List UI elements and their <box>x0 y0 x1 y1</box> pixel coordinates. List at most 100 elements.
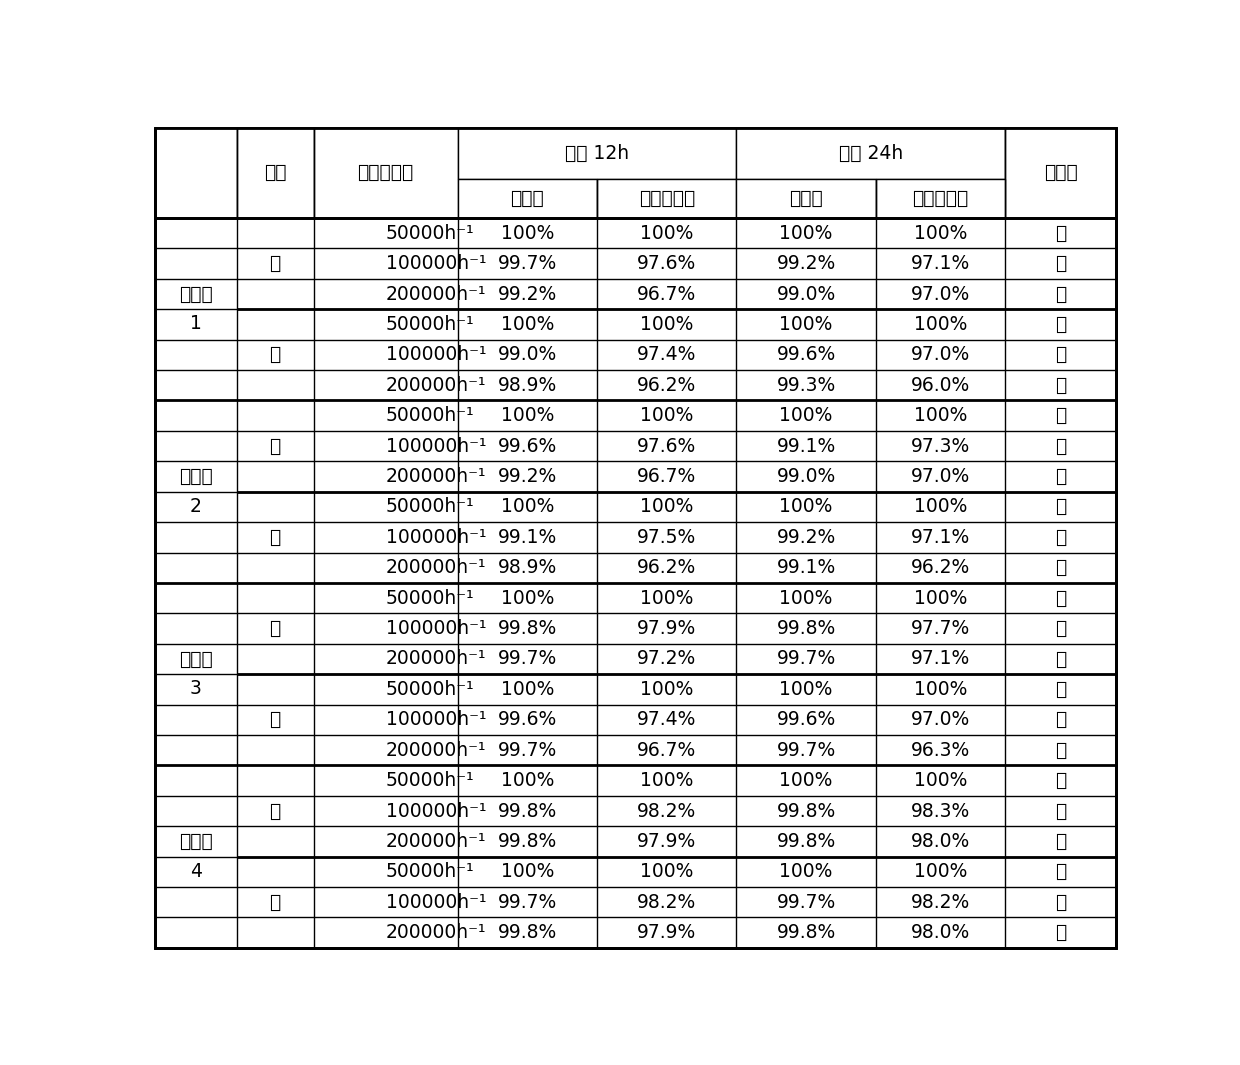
Text: 99.6%: 99.6% <box>497 710 557 730</box>
Text: 99.7%: 99.7% <box>497 650 557 669</box>
Text: 98.9%: 98.9% <box>497 558 557 577</box>
Text: 99.8%: 99.8% <box>776 619 836 638</box>
Text: 96.7%: 96.7% <box>637 740 697 759</box>
Text: 好: 好 <box>1055 832 1066 851</box>
Text: 50000h⁻¹: 50000h⁻¹ <box>386 406 474 425</box>
Text: 实施例: 实施例 <box>179 468 213 487</box>
Text: 好: 好 <box>1055 650 1066 669</box>
Text: 98.2%: 98.2% <box>637 892 697 912</box>
Text: 96.2%: 96.2% <box>911 558 970 577</box>
Text: 96.3%: 96.3% <box>911 740 970 759</box>
Text: 97.0%: 97.0% <box>911 284 970 304</box>
Text: 100%: 100% <box>501 679 554 699</box>
Bar <box>1006 128 1116 218</box>
Text: 99.6%: 99.6% <box>776 345 836 364</box>
Text: 99.3%: 99.3% <box>776 376 836 395</box>
Text: 50000h⁻¹: 50000h⁻¹ <box>386 315 474 334</box>
Text: 有: 有 <box>269 619 280 638</box>
Text: 100%: 100% <box>780 497 833 517</box>
Bar <box>596 179 737 218</box>
Text: 97.4%: 97.4% <box>637 345 697 364</box>
Text: 100000h⁻¹: 100000h⁻¹ <box>386 710 486 730</box>
Text: 50000h⁻¹: 50000h⁻¹ <box>386 589 474 608</box>
Text: 100%: 100% <box>640 406 693 425</box>
Text: 好: 好 <box>1055 345 1066 364</box>
Text: 无: 无 <box>269 345 280 364</box>
Bar <box>458 179 596 218</box>
Text: 好: 好 <box>1055 315 1066 334</box>
Text: 有: 有 <box>269 437 280 456</box>
Text: 99.2%: 99.2% <box>497 284 557 304</box>
Text: 100%: 100% <box>780 771 833 790</box>
Text: 100000h⁻¹: 100000h⁻¹ <box>386 345 486 364</box>
Text: 99.6%: 99.6% <box>776 710 836 730</box>
Text: 99.7%: 99.7% <box>776 740 836 759</box>
Text: 200000h⁻¹: 200000h⁻¹ <box>386 923 486 943</box>
Text: 好: 好 <box>1055 406 1066 425</box>
Text: 无: 无 <box>269 892 280 912</box>
Text: 100%: 100% <box>914 406 967 425</box>
Text: 96.2%: 96.2% <box>637 376 697 395</box>
Text: 97.1%: 97.1% <box>911 255 970 273</box>
Text: 100%: 100% <box>501 497 554 517</box>
Text: 100%: 100% <box>501 863 554 882</box>
Text: 100%: 100% <box>780 589 833 608</box>
Bar <box>737 179 875 218</box>
Text: 100%: 100% <box>914 497 967 517</box>
Text: 200000h⁻¹: 200000h⁻¹ <box>386 284 486 304</box>
Text: 99.7%: 99.7% <box>497 740 557 759</box>
Text: 97.3%: 97.3% <box>911 437 970 456</box>
Text: 99.8%: 99.8% <box>776 832 836 851</box>
Text: 好: 好 <box>1055 376 1066 395</box>
Text: 97.9%: 97.9% <box>637 619 697 638</box>
Text: 100%: 100% <box>780 863 833 882</box>
Text: 光照: 光照 <box>264 163 286 182</box>
Text: 好: 好 <box>1055 892 1066 912</box>
Text: 实施例: 实施例 <box>179 650 213 669</box>
Text: 2: 2 <box>190 497 202 515</box>
Text: 好: 好 <box>1055 710 1066 730</box>
Text: 好: 好 <box>1055 466 1066 486</box>
Text: 好: 好 <box>1055 863 1066 882</box>
Text: 100%: 100% <box>780 315 833 334</box>
Text: 有: 有 <box>269 802 280 820</box>
Text: 100%: 100% <box>501 406 554 425</box>
Text: 98.0%: 98.0% <box>911 832 970 851</box>
Bar <box>314 128 458 218</box>
Text: 200000h⁻¹: 200000h⁻¹ <box>386 376 486 395</box>
Text: 99.7%: 99.7% <box>776 892 836 912</box>
Text: 好: 好 <box>1055 255 1066 273</box>
Text: 97.1%: 97.1% <box>911 650 970 669</box>
Text: 99.2%: 99.2% <box>776 255 836 273</box>
Text: 98.3%: 98.3% <box>911 802 970 820</box>
Text: 99.0%: 99.0% <box>776 466 836 486</box>
Text: 实施例: 实施例 <box>179 285 213 304</box>
Text: 50000h⁻¹: 50000h⁻¹ <box>386 497 474 517</box>
Text: 97.0%: 97.0% <box>911 345 970 364</box>
Text: 好: 好 <box>1055 224 1066 243</box>
Text: 好: 好 <box>1055 802 1066 820</box>
Text: 100%: 100% <box>914 315 967 334</box>
Text: 好: 好 <box>1055 528 1066 546</box>
Text: 200000h⁻¹: 200000h⁻¹ <box>386 558 486 577</box>
Text: 好: 好 <box>1055 558 1066 577</box>
Text: 200000h⁻¹: 200000h⁻¹ <box>386 466 486 486</box>
Text: 好: 好 <box>1055 923 1066 943</box>
Text: 200000h⁻¹: 200000h⁻¹ <box>386 650 486 669</box>
Text: 好: 好 <box>1055 771 1066 790</box>
Bar <box>458 128 737 179</box>
Text: 实施例: 实施例 <box>179 833 213 851</box>
Text: 反应 24h: 反应 24h <box>838 144 903 163</box>
Text: 98.2%: 98.2% <box>911 892 970 912</box>
Text: 100%: 100% <box>640 589 693 608</box>
Text: 97.0%: 97.0% <box>911 710 970 730</box>
Text: 200000h⁻¹: 200000h⁻¹ <box>386 740 486 759</box>
Text: 选择性: 选择性 <box>511 189 544 208</box>
Text: 无: 无 <box>269 528 280 546</box>
Text: 100000h⁻¹: 100000h⁻¹ <box>386 802 486 820</box>
Text: 100%: 100% <box>780 224 833 243</box>
Text: 99.7%: 99.7% <box>776 650 836 669</box>
Text: 96.2%: 96.2% <box>637 558 697 577</box>
Text: 99.1%: 99.1% <box>497 528 557 546</box>
Text: 100000h⁻¹: 100000h⁻¹ <box>386 528 486 546</box>
